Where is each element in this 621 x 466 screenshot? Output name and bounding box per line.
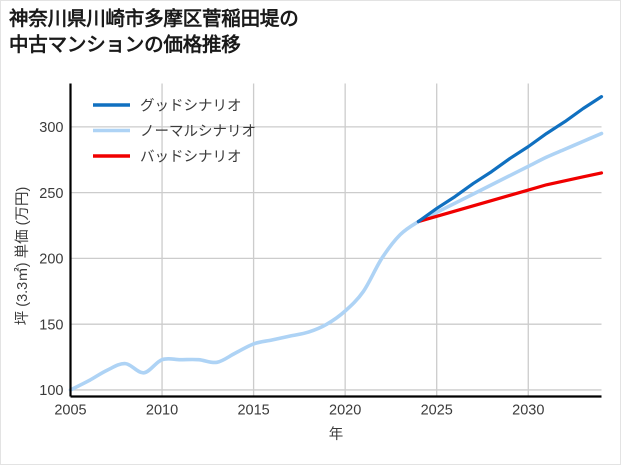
x-tick-label: 2030 (512, 403, 544, 419)
y-tick-labels: 100 150 200 250 300 (39, 120, 63, 399)
x-tick-label: 2005 (54, 403, 86, 419)
legend-label: グッドシナリオ (140, 97, 242, 114)
x-tick-label: 2020 (329, 403, 361, 419)
y-tick-label: 100 (39, 383, 63, 399)
axis-spines (69, 83, 602, 398)
y-tick-label: 300 (39, 120, 63, 136)
series-line (416, 171, 604, 224)
x-tick-label: 2015 (237, 403, 269, 419)
x-tick-label: 2010 (146, 403, 178, 419)
y-axis-label: 坪 (3.3㎡) 単価 (万円) (14, 187, 31, 326)
x-tick-label: 2025 (421, 403, 453, 419)
series-line (68, 131, 604, 392)
series-lines (68, 95, 604, 392)
legend-label: バッドシナリオ (140, 149, 242, 165)
x-axis-label: 年 (329, 426, 344, 443)
legend-label: ノーマルシナリオ (140, 124, 256, 140)
chart-title: 神奈川県川崎市多摩区菅稲田堤の 中古マンションの価格推移 (9, 8, 299, 56)
y-tick-label: 150 (39, 317, 63, 333)
y-tick-label: 200 (39, 252, 63, 268)
y-tick-label: 250 (39, 186, 63, 202)
x-tick-labels: 2005 2010 2015 2020 2025 2030 (54, 403, 544, 419)
series-line (416, 95, 604, 224)
axis-titles: 年 坪 (3.3㎡) 単価 (万円) (14, 187, 343, 443)
